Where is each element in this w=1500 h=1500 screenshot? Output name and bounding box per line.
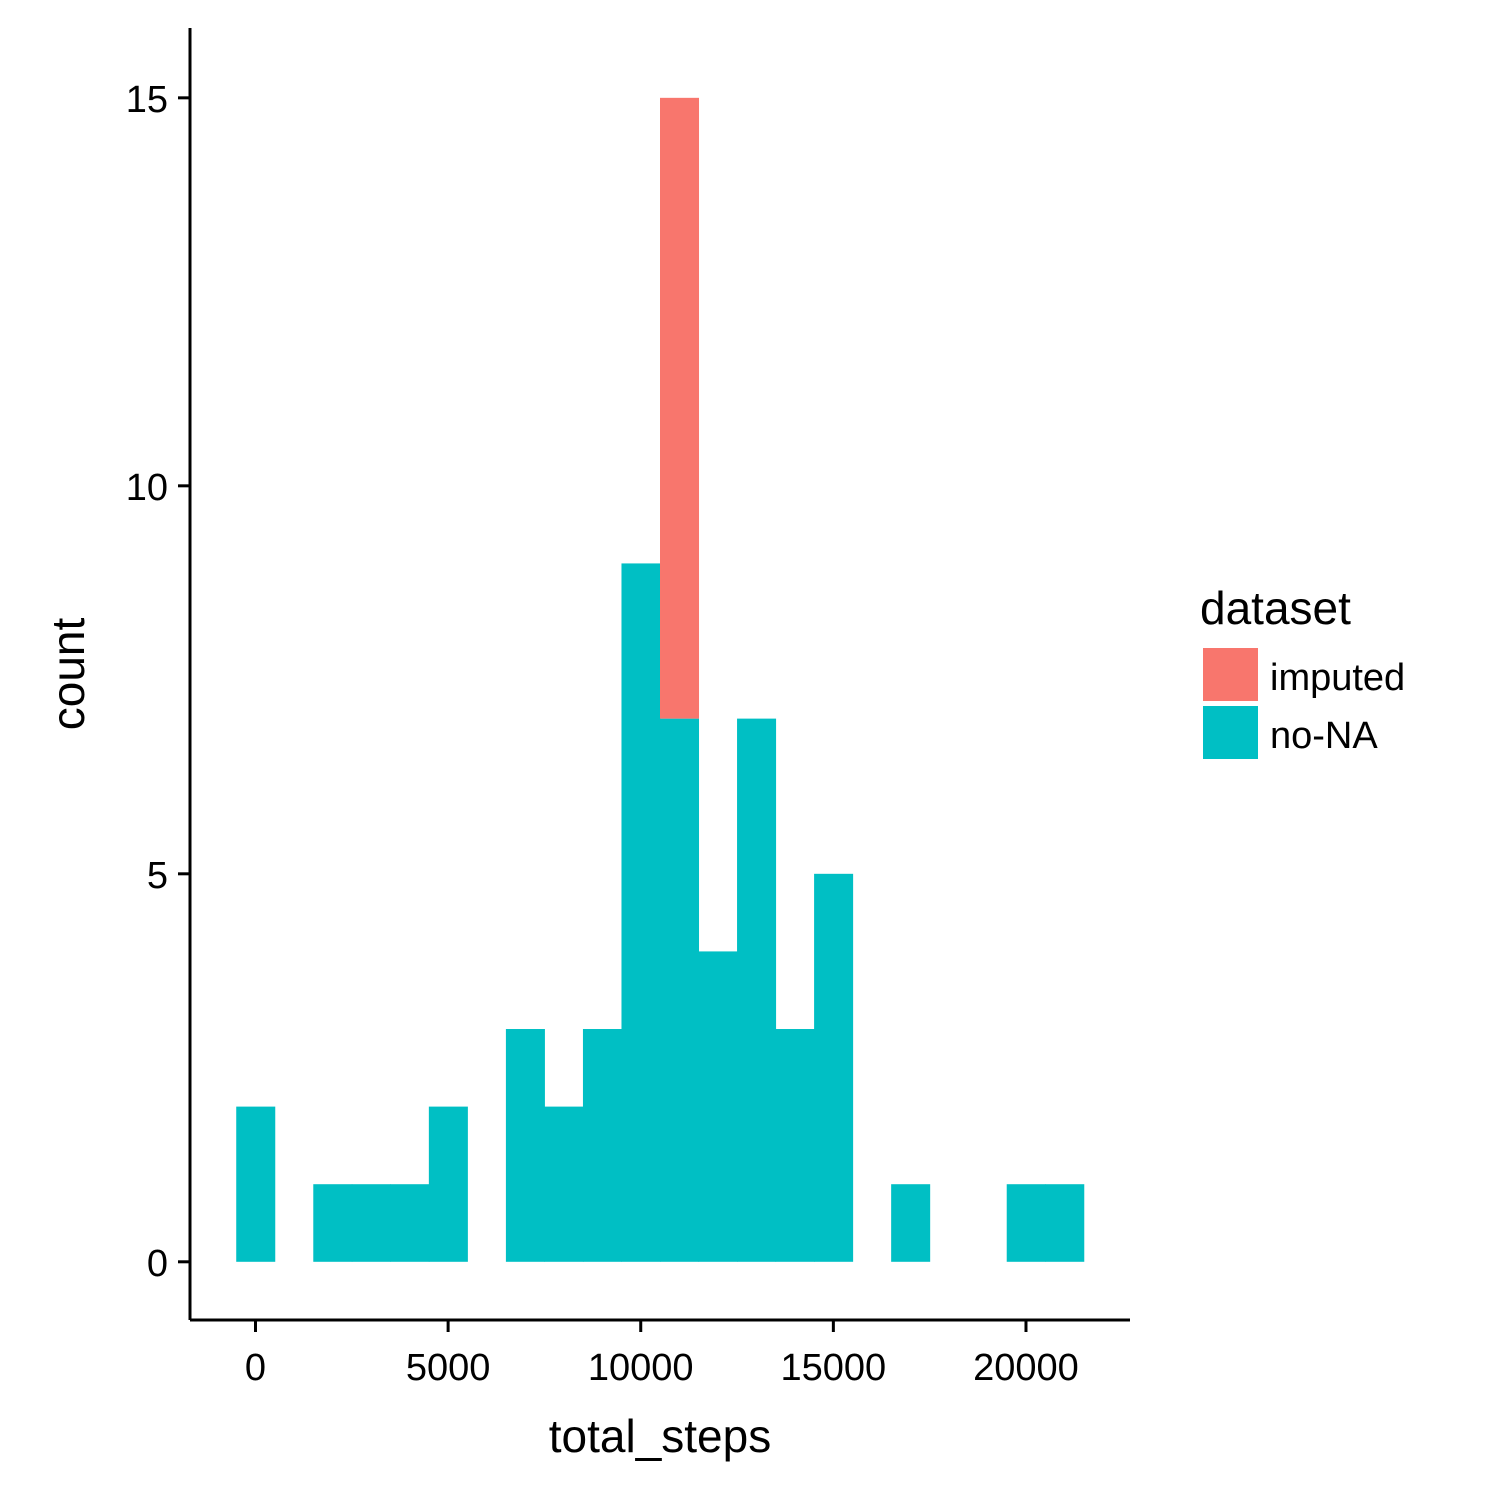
- bar-no-NA-7000: [505, 1029, 545, 1262]
- legend-swatch-imputed: [1203, 648, 1258, 701]
- bar-no-NA-4000: [390, 1184, 430, 1262]
- x-tick-label: 10000: [588, 1347, 694, 1389]
- bar-no-NA-10000: [621, 563, 661, 1262]
- x-axis-title: total_steps: [549, 1410, 771, 1462]
- legend-swatch-no-NA: [1203, 706, 1258, 759]
- bar-no-NA-3000: [351, 1184, 391, 1262]
- bar-no-NA-8000: [544, 1106, 584, 1262]
- bar-no-NA-15000: [814, 873, 854, 1262]
- bar-no-NA-9000: [582, 1029, 622, 1262]
- bar-no-NA-11000: [660, 718, 700, 1262]
- bar-no-NA-21000: [1045, 1184, 1085, 1262]
- x-axis-ticks: 0 5000 10000 15000 20000: [245, 1320, 1079, 1389]
- bar-no-NA-5000: [428, 1106, 468, 1262]
- legend: dataset imputed no-NA: [1200, 582, 1405, 759]
- legend-items: imputed no-NA: [1203, 648, 1405, 759]
- bar-no-NA-13000: [737, 718, 777, 1262]
- y-axis-ticks: 0 5 10 15: [126, 79, 190, 1285]
- bar-no-NA-14000: [775, 1029, 815, 1262]
- bar-no-NA-2000: [313, 1184, 353, 1262]
- legend-label-no-NA: no-NA: [1270, 715, 1378, 757]
- bars-layer: [236, 97, 1085, 1262]
- bar-no-NA-0: [236, 1106, 276, 1262]
- y-tick-label: 5: [147, 855, 168, 897]
- bar-imputed-11000: [660, 97, 700, 719]
- y-axis-title: count: [42, 618, 94, 731]
- x-tick-label: 5000: [406, 1347, 491, 1389]
- legend-label-imputed: imputed: [1270, 657, 1405, 699]
- y-tick-label: 10: [126, 467, 168, 509]
- bar-no-NA-20000: [1006, 1184, 1046, 1262]
- bar-no-NA-17000: [891, 1184, 931, 1262]
- x-tick-label: 20000: [973, 1347, 1079, 1389]
- axes-layer: 0 5 10 15 0 5000 10000 15000 20000: [126, 28, 1130, 1389]
- bar-no-NA-12000: [698, 951, 738, 1262]
- y-tick-label: 15: [126, 79, 168, 121]
- y-tick-label: 0: [147, 1243, 168, 1285]
- x-tick-label: 0: [245, 1347, 266, 1389]
- legend-title: dataset: [1200, 582, 1351, 634]
- x-tick-label: 15000: [781, 1347, 887, 1389]
